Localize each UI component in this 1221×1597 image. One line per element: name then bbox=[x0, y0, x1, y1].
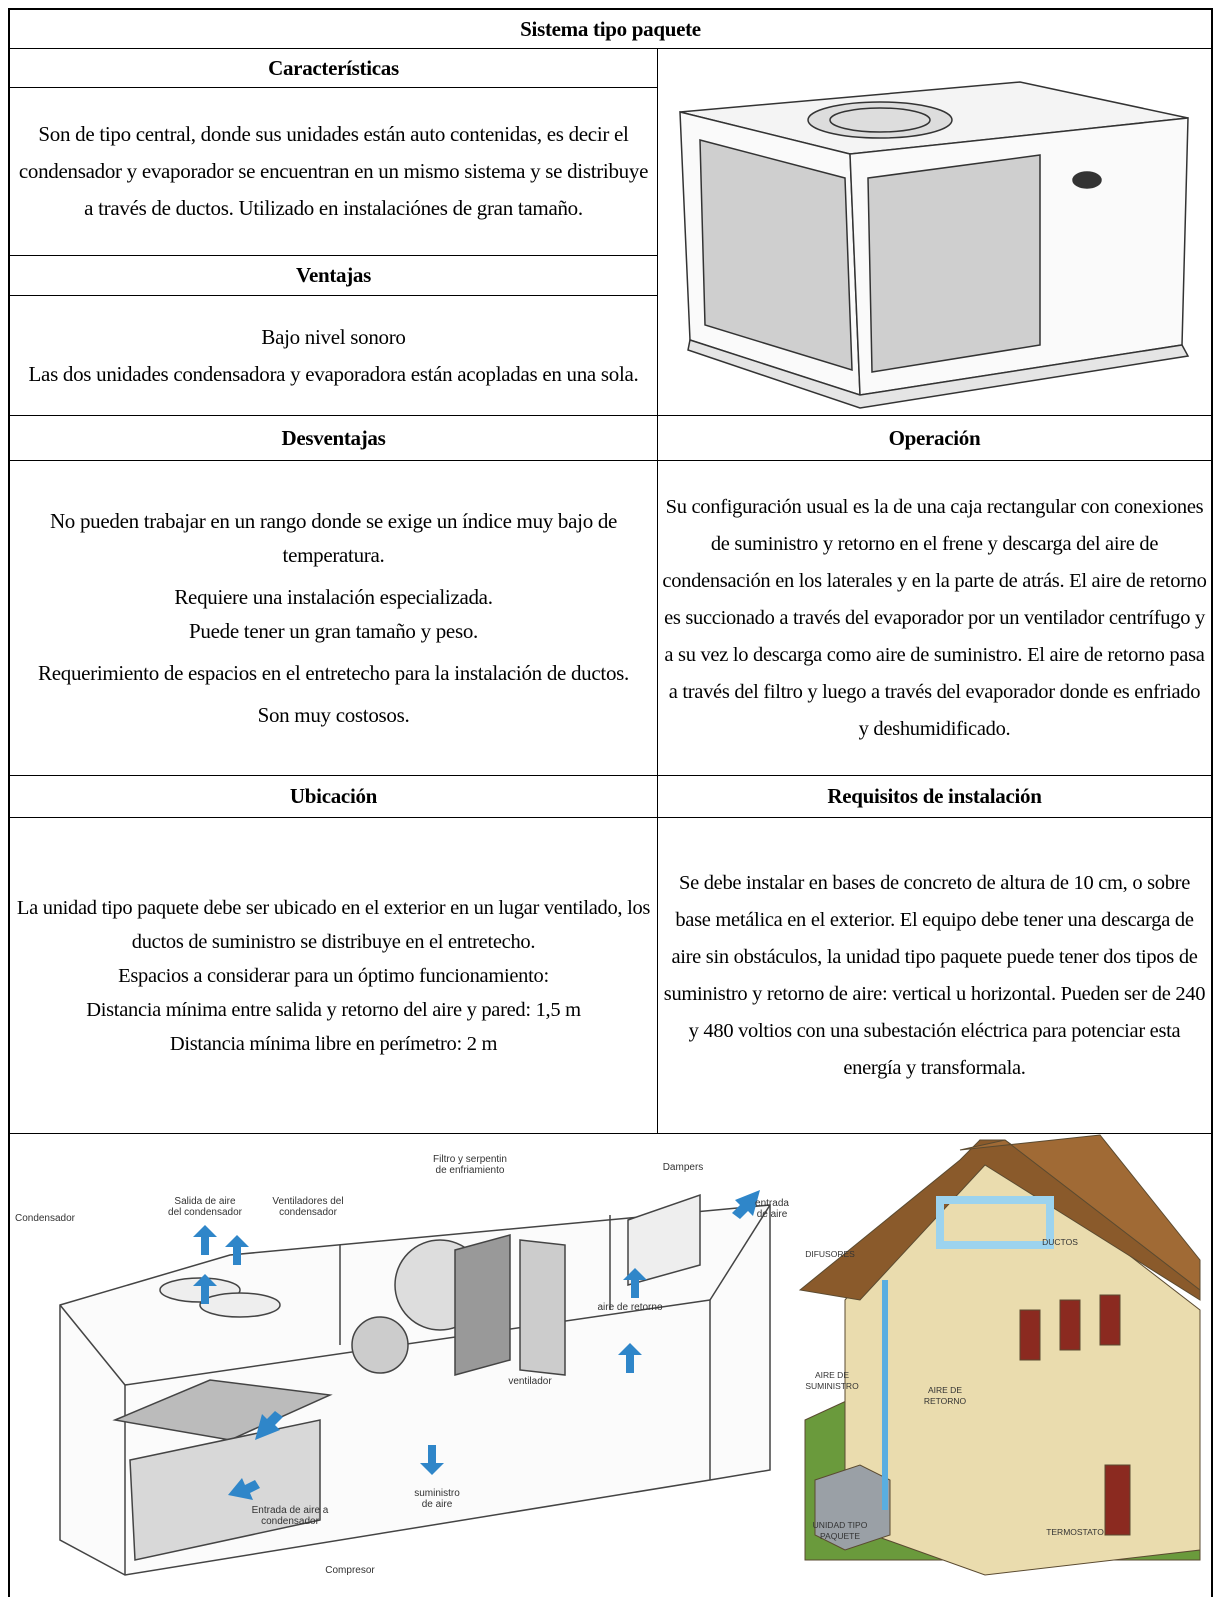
shape bbox=[193, 1225, 217, 1255]
image-label: Compresor bbox=[325, 1565, 375, 1576]
image-label: UNIDAD TIPO bbox=[813, 1520, 868, 1530]
list-item: Las dos unidades condensadora y evaporad… bbox=[28, 361, 639, 386]
image-label: Ventiladores del bbox=[272, 1196, 343, 1207]
shape bbox=[193, 1274, 217, 1304]
shape bbox=[112, 1379, 333, 1441]
house-illustration bbox=[798, 1134, 1201, 1576]
section-text: Son de tipo central, donde sus unidades … bbox=[8, 87, 658, 256]
cutaway-diagram bbox=[59, 1193, 771, 1576]
image-label: PAQUETE bbox=[820, 1531, 860, 1541]
list-item: Requiere una instalación especializada. bbox=[174, 585, 493, 609]
shape bbox=[1019, 1309, 1041, 1361]
shape bbox=[420, 1445, 444, 1475]
list-item: Son muy costosos. bbox=[257, 703, 410, 727]
section-text: No pueden trabajar en un rango donde se … bbox=[8, 460, 658, 776]
shape bbox=[199, 1292, 281, 1318]
shape bbox=[867, 154, 1041, 373]
shape bbox=[124, 1299, 711, 1386]
shape bbox=[129, 1419, 321, 1561]
shape bbox=[687, 339, 1190, 409]
section-text: Se debe instalar en bases de concreto de… bbox=[657, 817, 1213, 1134]
image-label: Condensador bbox=[15, 1213, 76, 1224]
image-label: de aire bbox=[757, 1209, 788, 1220]
shape bbox=[699, 139, 853, 372]
image-label: entrada bbox=[755, 1198, 789, 1209]
shape bbox=[225, 1235, 249, 1265]
image-cell bbox=[8, 1133, 1213, 1597]
list-item: Espacios a considerar para un óptimo fun… bbox=[118, 964, 549, 987]
shape bbox=[59, 1304, 126, 1386]
image-label: DUCTOS bbox=[1042, 1237, 1078, 1247]
section-text: Su configuración usual es la de una caja… bbox=[657, 460, 1213, 776]
image-label: RETORNO bbox=[924, 1396, 967, 1406]
list-item: Distancia mínima libre en perímetro: 2 m bbox=[169, 1032, 498, 1055]
image-label: Dampers bbox=[663, 1162, 704, 1173]
image-label: ventilador bbox=[508, 1376, 552, 1387]
list-item: Bajo nivel sonoro bbox=[261, 324, 406, 349]
shape bbox=[627, 1193, 701, 1286]
section-text: La unidad tipo paquete debe ser ubicado … bbox=[8, 817, 658, 1134]
shape bbox=[618, 1343, 642, 1373]
image-label: del condensador bbox=[168, 1207, 243, 1218]
air-arrows bbox=[193, 1190, 760, 1500]
shape bbox=[454, 1234, 511, 1376]
image-label: AIRE DE bbox=[928, 1385, 962, 1395]
shape bbox=[829, 107, 931, 133]
shape bbox=[1059, 1299, 1081, 1351]
list-item: Requerimiento de espacios en el entretec… bbox=[38, 661, 629, 685]
image-label: DIFUSORES bbox=[805, 1249, 855, 1259]
shape bbox=[1104, 1464, 1131, 1536]
shape bbox=[936, 1196, 1054, 1249]
list-item: No pueden trabajar en un rango donde se … bbox=[49, 509, 618, 567]
image-label: condensador bbox=[261, 1516, 319, 1527]
list-item: Distancia mínima entre salida y retorno … bbox=[86, 998, 581, 1021]
image-label: TERMOSTATO bbox=[1046, 1527, 1104, 1537]
shape bbox=[814, 1464, 891, 1551]
image-label: Entrada de aire a bbox=[252, 1505, 329, 1516]
shape bbox=[255, 1411, 283, 1440]
image-label: aire de retorno bbox=[597, 1302, 662, 1313]
shape bbox=[351, 1316, 409, 1374]
image-label: AIRE DE bbox=[815, 1370, 849, 1380]
shape bbox=[228, 1478, 260, 1500]
image-label: de enfriamiento bbox=[436, 1165, 505, 1176]
image-label: de aire bbox=[422, 1499, 453, 1510]
shape bbox=[959, 1134, 1201, 1292]
image-label: Filtro y serpentin bbox=[433, 1154, 507, 1165]
shape bbox=[519, 1239, 566, 1376]
shape bbox=[1072, 171, 1102, 189]
shape bbox=[1099, 1294, 1121, 1346]
image-label: Salida de aire bbox=[174, 1196, 236, 1207]
image-label: condensador bbox=[279, 1207, 337, 1218]
shape bbox=[623, 1268, 647, 1298]
image-label: SUMINISTRO bbox=[805, 1381, 859, 1391]
shape bbox=[732, 1190, 760, 1219]
shape bbox=[709, 1204, 771, 1301]
list-item: La unidad tipo paquete debe ser ubicado … bbox=[16, 896, 651, 953]
image-label: suministro bbox=[414, 1488, 460, 1499]
rooftop-unit bbox=[679, 81, 1190, 409]
list-item: Puede tener un gran tamaño y peso. bbox=[189, 619, 478, 643]
